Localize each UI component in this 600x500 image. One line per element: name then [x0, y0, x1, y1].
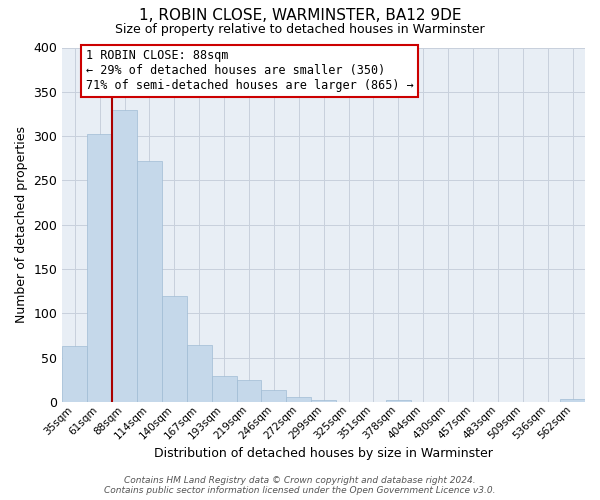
Text: 1 ROBIN CLOSE: 88sqm
← 29% of detached houses are smaller (350)
71% of semi-deta: 1 ROBIN CLOSE: 88sqm ← 29% of detached h…	[86, 50, 413, 92]
Bar	[112, 110, 137, 402]
Bar	[87, 134, 112, 402]
Text: Size of property relative to detached houses in Warminster: Size of property relative to detached ho…	[115, 22, 485, 36]
Bar	[286, 398, 311, 402]
Text: Contains HM Land Registry data © Crown copyright and database right 2024.
Contai: Contains HM Land Registry data © Crown c…	[104, 476, 496, 495]
Bar	[212, 376, 236, 402]
Bar	[311, 400, 336, 402]
Bar	[62, 346, 87, 402]
Bar	[187, 345, 212, 402]
X-axis label: Distribution of detached houses by size in Warminster: Distribution of detached houses by size …	[154, 447, 493, 460]
Text: 1, ROBIN CLOSE, WARMINSTER, BA12 9DE: 1, ROBIN CLOSE, WARMINSTER, BA12 9DE	[139, 8, 461, 22]
Bar	[386, 400, 411, 402]
Bar	[137, 161, 162, 402]
Bar	[162, 296, 187, 402]
Bar	[262, 390, 286, 402]
Bar	[236, 380, 262, 402]
Y-axis label: Number of detached properties: Number of detached properties	[15, 126, 28, 323]
Bar	[560, 399, 585, 402]
